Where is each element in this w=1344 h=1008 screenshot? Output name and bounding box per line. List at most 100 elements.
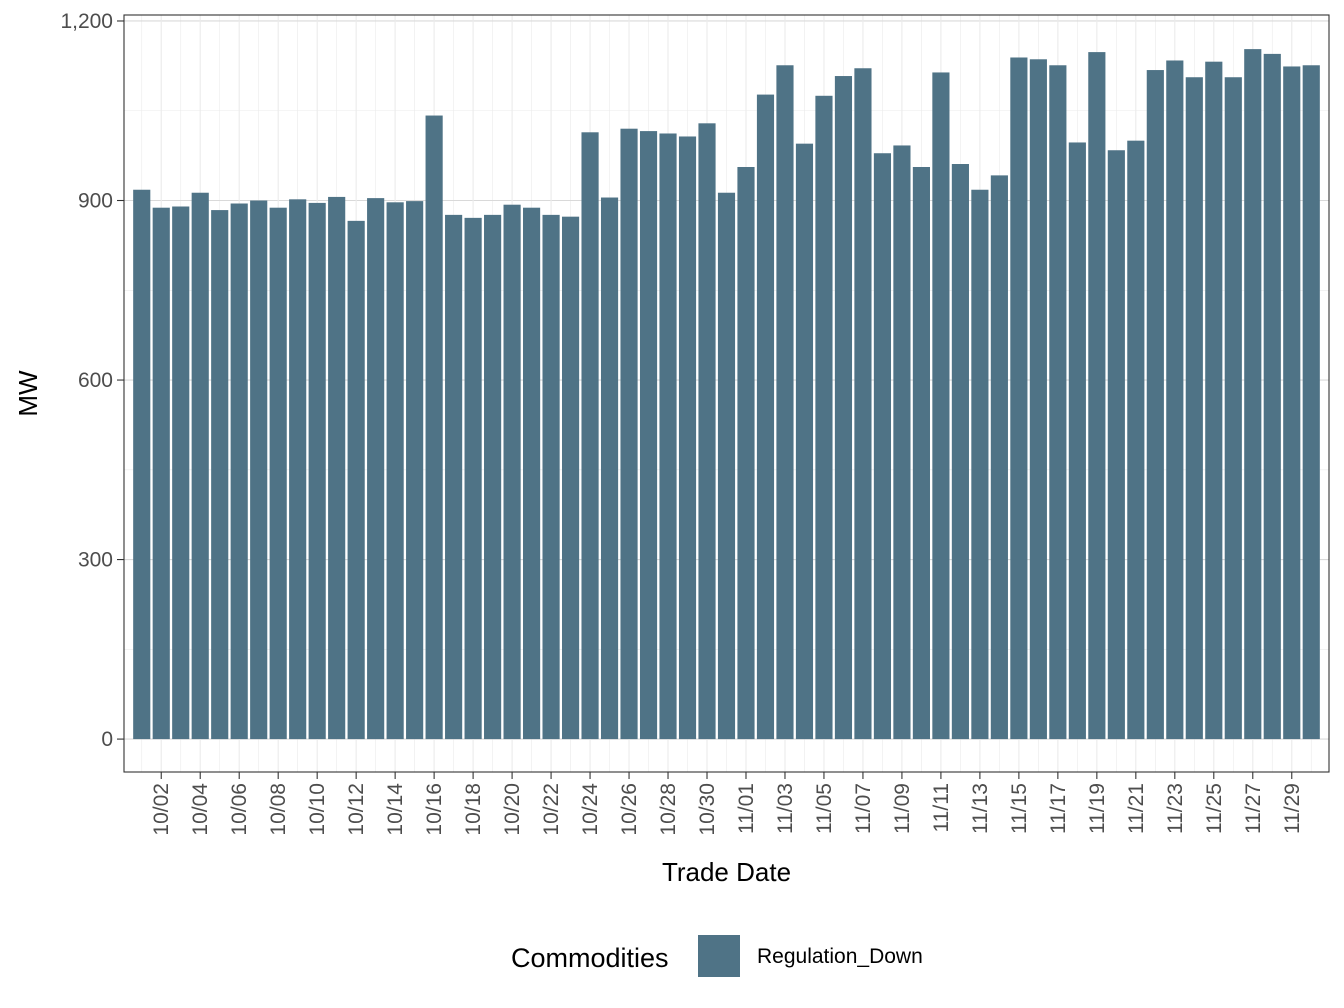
bar-11-02 xyxy=(756,94,775,740)
legend-key-regulation-down xyxy=(698,935,740,977)
x-axis-title: Trade Date xyxy=(662,857,791,887)
bar-10-08 xyxy=(269,207,287,740)
x-tick-label: 10/14 xyxy=(384,783,407,836)
bar-10-09 xyxy=(289,199,307,740)
bar-11-13 xyxy=(971,189,989,740)
legend: Commodities Regulation_Down xyxy=(511,935,923,977)
bar-11-11 xyxy=(932,72,950,740)
y-axis-title: MW xyxy=(13,370,43,417)
y-tick-label: 900 xyxy=(78,190,113,213)
bar-10-03 xyxy=(172,206,190,740)
x-tick-label: 10/26 xyxy=(618,783,641,836)
bar-10-21 xyxy=(523,207,541,740)
bar-10-24 xyxy=(581,132,599,740)
bar-11-22 xyxy=(1146,70,1164,740)
bar-10-10 xyxy=(308,202,326,740)
x-tick-label: 11/29 xyxy=(1281,783,1304,834)
bar-11-06 xyxy=(834,76,853,740)
x-tick-label: 10/12 xyxy=(345,783,368,836)
bar-11-23 xyxy=(1166,60,1184,740)
bar-10-22 xyxy=(542,214,560,740)
bar-11-09 xyxy=(893,145,911,740)
legend-label-regulation-down: Regulation_Down xyxy=(757,945,923,968)
bar-11-15 xyxy=(1010,57,1028,740)
x-tick-label: 10/16 xyxy=(423,783,446,836)
bar-11-30 xyxy=(1302,65,1320,740)
x-tick-label: 11/03 xyxy=(774,783,797,834)
x-tick-label: 10/28 xyxy=(657,783,680,836)
bar-10-04 xyxy=(191,192,209,740)
x-tick-label: 10/20 xyxy=(501,783,524,836)
bar-10-14 xyxy=(386,202,404,740)
x-tick-label: 11/11 xyxy=(930,783,953,832)
x-tick-label: 11/05 xyxy=(813,783,836,834)
bar-11-18 xyxy=(1068,142,1086,740)
y-tick-label: 300 xyxy=(78,549,113,572)
bar-10-19 xyxy=(484,214,502,740)
x-tick-label: 10/22 xyxy=(540,783,563,836)
bar-11-21 xyxy=(1127,140,1145,740)
legend-title: Commodities xyxy=(511,943,669,973)
x-tick-label: 10/24 xyxy=(579,783,602,836)
bar-10-02 xyxy=(152,207,170,740)
x-tick-label: 11/09 xyxy=(891,783,914,834)
bar-11-10 xyxy=(912,166,930,740)
x-tick-label: 10/04 xyxy=(189,783,212,836)
x-tick-label: 11/21 xyxy=(1125,783,1148,834)
bar-10-25 xyxy=(600,197,619,740)
bar-10-29 xyxy=(678,136,697,740)
x-tick-label: 10/02 xyxy=(150,783,173,836)
bar-10-11 xyxy=(328,196,346,740)
bar-10-06 xyxy=(230,203,248,740)
bar-11-26 xyxy=(1224,77,1242,740)
bar-10-23 xyxy=(561,216,580,740)
y-tick-label: 1,200 xyxy=(60,10,113,33)
bar-10-12 xyxy=(347,220,365,740)
bar-11-12 xyxy=(951,164,969,740)
bar-10-27 xyxy=(639,131,658,740)
x-tick-label: 10/30 xyxy=(696,783,719,836)
bar-11-08 xyxy=(873,153,892,740)
x-tick-label: 11/17 xyxy=(1047,783,1070,834)
bars-group xyxy=(133,49,1320,740)
y-tick-label: 0 xyxy=(101,728,113,751)
x-tick-label: 11/25 xyxy=(1203,783,1226,834)
x-tick-label: 10/18 xyxy=(462,783,485,836)
bar-10-31 xyxy=(717,192,736,740)
bar-11-27 xyxy=(1244,49,1262,740)
x-tick-label: 10/08 xyxy=(267,783,290,836)
bar-10-26 xyxy=(620,128,638,740)
x-tick-label: 11/01 xyxy=(735,783,758,834)
bar-10-07 xyxy=(250,200,268,740)
bar-10-17 xyxy=(445,214,463,740)
bar-10-13 xyxy=(367,198,385,740)
x-tick-label: 10/10 xyxy=(306,783,329,836)
x-tick-label: 10/06 xyxy=(228,783,251,836)
x-tick-label: 11/27 xyxy=(1242,783,1265,834)
bar-11-03 xyxy=(776,65,794,740)
bar-11-16 xyxy=(1029,59,1047,740)
bar-11-19 xyxy=(1088,52,1106,740)
bar-11-05 xyxy=(815,95,833,740)
y-tick-label: 600 xyxy=(78,369,113,392)
bar-11-28 xyxy=(1263,53,1281,740)
bar-10-18 xyxy=(464,217,482,740)
x-tick-label: 11/07 xyxy=(852,783,875,834)
bar-11-17 xyxy=(1049,65,1067,740)
bar-10-20 xyxy=(503,204,521,740)
bar-11-01 xyxy=(737,166,755,740)
bar-11-20 xyxy=(1107,150,1125,740)
bar-11-04 xyxy=(795,143,814,740)
x-tick-label: 11/23 xyxy=(1164,783,1187,834)
bar-10-16 xyxy=(425,115,443,740)
bar-11-29 xyxy=(1283,66,1301,740)
bar-11-14 xyxy=(990,175,1008,740)
x-tick-label: 11/15 xyxy=(1008,783,1031,834)
x-tick-label: 11/19 xyxy=(1086,783,1109,834)
bar-11-25 xyxy=(1205,61,1223,740)
bar-10-01 xyxy=(133,189,151,740)
x-axis: 10/02 10/04 10/06 10/08 10/10 10/12 10/14 10/16… xyxy=(150,772,1304,836)
y-axis: 0 300 600 900 1,200 xyxy=(60,10,124,751)
x-tick-label: 11/13 xyxy=(969,783,992,834)
